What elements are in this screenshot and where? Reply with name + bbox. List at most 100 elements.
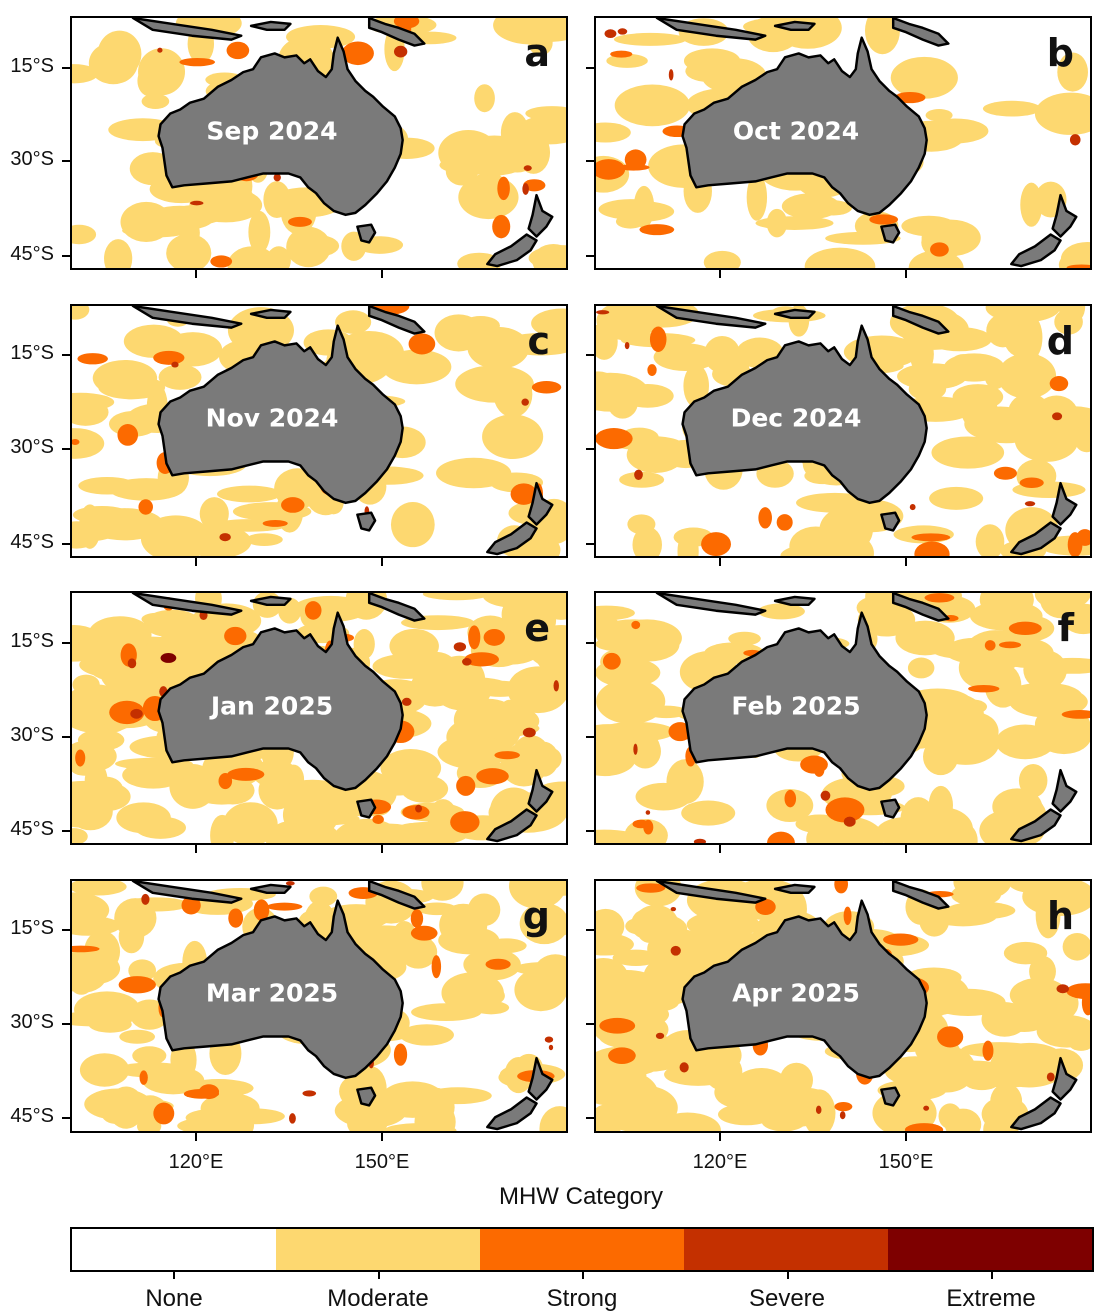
moderate-patch	[931, 436, 1005, 469]
severe-patch	[634, 469, 643, 480]
y-tick-mark	[586, 354, 594, 356]
month-label: Oct 2024	[732, 116, 860, 146]
moderate-patch	[539, 1106, 566, 1131]
moderate-patch	[1034, 92, 1090, 135]
indonesia-island	[773, 20, 816, 32]
severe-patch	[843, 816, 856, 827]
strong-patch	[647, 364, 657, 376]
severe-patch	[1069, 134, 1081, 146]
moderate-patch	[185, 1108, 249, 1127]
indonesia-island	[249, 595, 292, 607]
strong-patch	[701, 532, 731, 556]
tasmania-landmass	[880, 1086, 901, 1107]
new-zealand-south-island	[486, 233, 538, 268]
severe-patch	[815, 1105, 822, 1114]
moderate-patch	[644, 705, 689, 719]
month-label: Jan 2025	[210, 691, 334, 721]
colorbar-label-none: None	[145, 1285, 203, 1312]
moderate-patch	[732, 1067, 790, 1108]
moderate-patch	[596, 122, 631, 143]
moderate-patch	[88, 1015, 132, 1033]
strong-patch	[431, 955, 442, 979]
strong-patch	[253, 899, 270, 921]
australia-landmass	[681, 611, 928, 792]
moderate-patch	[703, 250, 741, 268]
map-panel-c: Nov 2024 c	[70, 304, 568, 558]
moderate-patch	[403, 1102, 453, 1117]
moderate-patch	[619, 471, 665, 488]
australia-landmass	[157, 324, 404, 505]
new-zealand-south-island	[486, 808, 538, 843]
severe-patch	[401, 697, 412, 706]
moderate-patch	[132, 1046, 167, 1066]
colorbar-tick	[378, 1271, 380, 1279]
strong-patch	[476, 768, 509, 785]
severe-patch	[521, 398, 529, 406]
moderate-patch	[1018, 763, 1048, 798]
strong-patch	[632, 819, 650, 829]
strong-patch	[825, 797, 865, 823]
colorbar-cell-strong	[480, 1229, 684, 1270]
panel-letter: d	[1046, 319, 1074, 363]
severe-patch	[141, 893, 150, 905]
moderate-patch	[952, 712, 999, 752]
moderate-patch	[746, 173, 768, 221]
strong-patch	[139, 1070, 148, 1085]
australia-landmass	[681, 324, 928, 505]
new-zealand-south-island	[1010, 808, 1062, 843]
moderate-patch	[72, 892, 110, 928]
moderate-patch	[611, 1114, 678, 1131]
new-zealand-south-island	[486, 1096, 538, 1131]
indonesia-landmass	[655, 18, 767, 41]
map-canvas	[72, 306, 566, 556]
new-zealand-north-island	[1051, 481, 1078, 526]
strong-patch	[1066, 264, 1090, 268]
moderate-patch	[681, 800, 736, 826]
panel-letter: a	[524, 31, 550, 75]
moderate-patch	[900, 797, 936, 842]
moderate-patch	[293, 234, 340, 257]
indonesia-landmass	[131, 881, 243, 904]
colorbar-cell-severe	[684, 1229, 888, 1270]
strong-patch	[72, 945, 100, 953]
y-tick-label: 15°S	[10, 342, 54, 364]
severe-patch	[522, 183, 529, 195]
moderate-patch	[1009, 686, 1088, 718]
severe-patch	[604, 29, 617, 39]
y-tick-mark	[586, 1023, 594, 1025]
strong-patch	[281, 497, 305, 513]
new-guinea-landmass	[367, 306, 426, 335]
strong-patch	[226, 41, 250, 60]
strong-patch	[755, 898, 776, 915]
month-label: Nov 2024	[205, 403, 339, 433]
moderate-patch	[97, 30, 142, 78]
x-tick-label: 150°E	[878, 1151, 934, 1173]
month-label: Sep 2024	[206, 116, 338, 146]
moderate-patch	[141, 93, 170, 110]
month-label: Feb 2025	[731, 691, 861, 721]
strong-patch	[198, 1084, 220, 1100]
moderate-patch	[443, 677, 507, 693]
moderate-patch	[438, 926, 500, 955]
moderate-patch	[72, 505, 131, 524]
moderate-patch	[482, 414, 544, 459]
moderate-patch	[982, 100, 1042, 117]
moderate-patch	[1060, 242, 1090, 268]
strong-patch	[117, 423, 139, 446]
y-tick-label: 45°S	[10, 243, 54, 265]
moderate-patch	[388, 822, 442, 843]
strong-patch	[968, 684, 1000, 693]
moderate-patch	[864, 18, 900, 55]
colorbar-tick	[991, 1271, 993, 1279]
extreme-patch	[160, 653, 177, 663]
severe-patch	[1056, 984, 1069, 994]
moderate-patch	[245, 533, 283, 546]
moderate-patch	[72, 828, 88, 843]
moderate-patch	[474, 84, 495, 113]
severe-patch	[1052, 412, 1063, 421]
strong-patch	[596, 428, 633, 450]
severe-patch	[273, 173, 281, 182]
severe-patch	[655, 1032, 665, 1039]
map-panel-b: Oct 2024 b	[594, 16, 1092, 270]
moderate-patch	[1020, 182, 1043, 227]
